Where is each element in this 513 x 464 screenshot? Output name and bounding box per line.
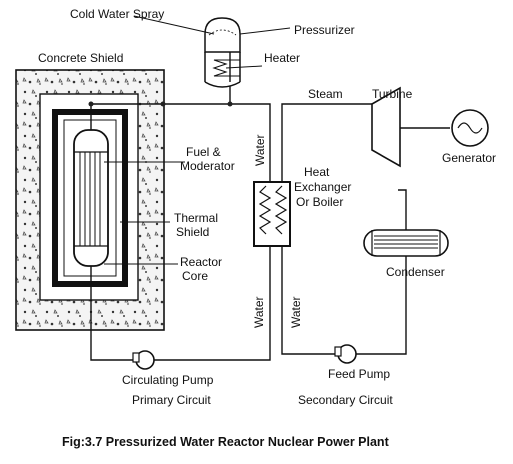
feed-pump [334, 344, 357, 364]
reactor-core [73, 129, 109, 267]
label-heat-exchanger-3: Or Boiler [296, 195, 343, 209]
label-steam: Steam [308, 87, 343, 101]
label-water-top: Water [253, 134, 267, 166]
label-thermal-shield-1: Thermal [174, 211, 218, 225]
label-fuel-moderator-1: Fuel & [186, 145, 221, 159]
label-concrete-shield: Concrete Shield [38, 51, 123, 65]
figure-caption: Fig:3.7 Pressurized Water Reactor Nuclea… [62, 435, 390, 449]
label-circulating-pump: Circulating Pump [122, 373, 214, 387]
label-reactor-core-2: Core [182, 269, 208, 283]
leader-lines [104, 15, 291, 265]
condenser [363, 229, 449, 257]
label-reactor-core-1: Reactor [180, 255, 222, 269]
label-water-left: Water [252, 296, 266, 328]
label-heater: Heater [264, 51, 300, 65]
fuel-rods [79, 152, 101, 246]
secondary-circuit-piping [281, 103, 407, 355]
turbine [371, 86, 450, 168]
pressurizer [204, 17, 241, 88]
label-water-right: Water [289, 296, 303, 328]
heater-coil [212, 59, 240, 77]
label-secondary-circuit: Secondary Circuit [298, 393, 393, 407]
label-fuel-moderator-2: Moderator [180, 159, 235, 173]
heat-exchanger [253, 181, 291, 247]
label-heat-exchanger-1: Heat [304, 165, 330, 179]
generator [451, 109, 489, 147]
label-turbine: Turbine [372, 87, 413, 101]
label-heat-exchanger-2: Exchanger [294, 180, 351, 194]
primary-circuit-piping [88, 52, 271, 361]
label-thermal-shield-2: Shield [176, 225, 209, 239]
label-feed-pump: Feed Pump [328, 367, 390, 381]
label-pressurizer: Pressurizer [294, 23, 355, 37]
label-primary-circuit: Primary Circuit [132, 393, 211, 407]
label-cold-water-spray: Cold Water Spray [70, 7, 164, 21]
label-generator: Generator [442, 151, 496, 165]
circulating-pump [132, 350, 155, 370]
label-condenser: Condenser [386, 265, 445, 279]
